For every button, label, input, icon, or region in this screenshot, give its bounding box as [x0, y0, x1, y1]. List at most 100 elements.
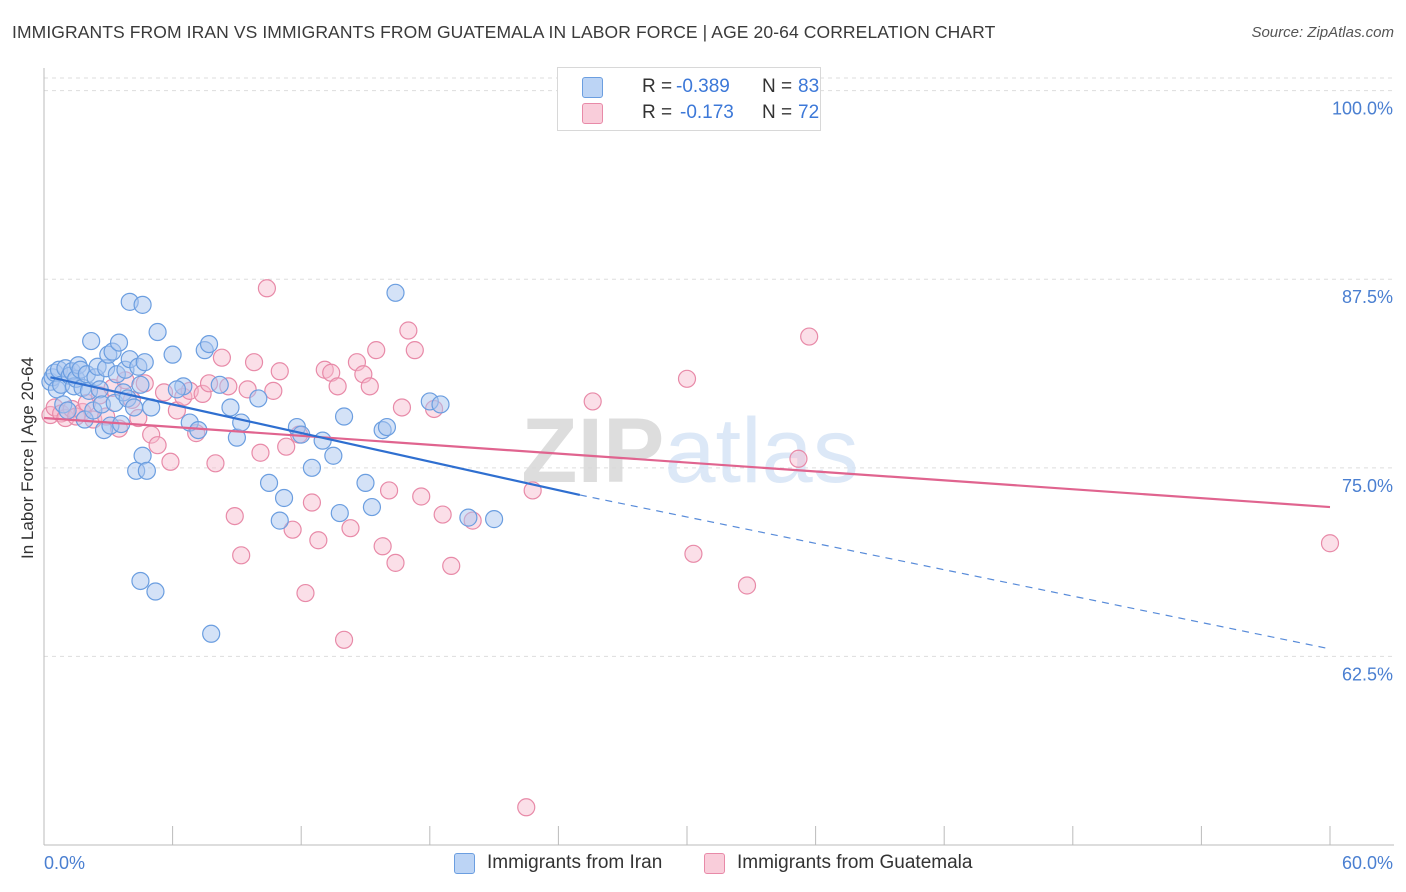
chart-title: IMMIGRANTS FROM IRAN VS IMMIGRANTS FROM … — [12, 22, 996, 42]
legend-n-value: 72 — [798, 102, 820, 123]
iran-point — [163, 345, 182, 364]
guatemala-point — [412, 487, 431, 506]
guatemala-point — [737, 576, 757, 595]
guatemala-point — [379, 481, 399, 500]
guatemala-point — [302, 493, 322, 512]
iran-point — [356, 473, 375, 493]
guatemala-point — [277, 437, 296, 456]
axes — [43, 68, 1394, 846]
iran-point — [199, 334, 219, 354]
legend-r-label: R = — [642, 76, 673, 97]
iran-point — [362, 497, 382, 517]
legend-label: Immigrants from Guatemala — [737, 852, 973, 873]
legend-r-value: -0.173 — [680, 102, 734, 123]
iran-point — [274, 488, 294, 508]
iran-point — [377, 417, 397, 437]
iran-point — [131, 571, 150, 591]
iran-point — [109, 333, 129, 352]
guatemala-point — [232, 546, 251, 565]
iran-point — [58, 401, 77, 420]
legend-item-guatemala[interactable]: Immigrants from Guatemala — [704, 852, 972, 874]
guatemala-point — [334, 630, 354, 649]
x-tick-labels: 0.0% 60.0% — [44, 853, 1393, 873]
guatemala-point — [800, 327, 819, 346]
iran-point — [431, 395, 450, 414]
legend-n-label: N = — [762, 76, 793, 97]
y-tick-label: 100.0% — [1332, 99, 1393, 119]
iran-point — [330, 503, 349, 523]
iran-point — [133, 446, 152, 465]
guatemala-point — [296, 583, 315, 603]
x-tick-label: 0.0% — [44, 853, 85, 873]
correlation-legend: R = -0.389 N = 83 R = -0.173 N = 72 — [557, 67, 821, 131]
trend-lines — [43, 376, 1331, 650]
guatemala-swatch — [704, 852, 725, 874]
guatemala-point — [386, 553, 405, 572]
guatemala-point — [251, 443, 270, 462]
y-tick-label: 62.5% — [1342, 664, 1393, 684]
iran-point — [210, 375, 229, 394]
iran-trend-line — [50, 376, 581, 497]
guatemala-point — [677, 369, 697, 388]
iran-point — [82, 331, 101, 351]
guatemala-point — [789, 449, 808, 468]
guatemala-point — [583, 392, 602, 411]
guatemala-point — [212, 348, 231, 367]
iran-swatch — [582, 76, 603, 98]
guatemala-point — [367, 341, 386, 360]
guatemala-point — [1320, 534, 1340, 553]
x-tick-label: 60.0% — [1342, 853, 1393, 873]
series-legend: Immigrants from Iran Immigrants from Gua… — [0, 852, 1406, 878]
iran-point — [302, 458, 322, 477]
guatemala-point — [373, 537, 392, 556]
guatemala-point — [257, 279, 277, 298]
iran-points — [41, 283, 504, 643]
guatemala-point — [517, 798, 536, 817]
guatemala-point — [433, 505, 452, 524]
y-tick-label: 75.0% — [1342, 476, 1393, 496]
iran-point — [148, 322, 167, 342]
legend-r-label: R = — [642, 102, 673, 123]
iran-point — [232, 413, 251, 432]
iran-point — [324, 446, 343, 465]
guatemala-point — [161, 452, 180, 471]
iran-point — [249, 389, 268, 408]
guatemala-point — [270, 362, 289, 381]
legend-n-value: 83 — [798, 76, 820, 97]
iran-point — [270, 511, 289, 530]
y-axis-label: In Labor Force | Age 20-64 — [18, 357, 37, 559]
iran-point — [167, 380, 186, 399]
iran-point — [459, 508, 478, 527]
guatemala-point — [244, 353, 264, 372]
iran-point — [146, 582, 165, 601]
iran-point — [334, 407, 354, 426]
legend-n-label: N = — [762, 102, 793, 123]
y-tick-label: 87.5% — [1342, 287, 1393, 307]
watermark: ZIPatlas — [521, 400, 858, 502]
y-tick-labels: 62.5% 75.0% 87.5% 100.0% — [1332, 99, 1393, 685]
guatemala-swatch — [582, 102, 603, 124]
iran-point — [221, 398, 240, 417]
guatemala-point — [193, 384, 212, 403]
iran-trend-extension — [579, 494, 1331, 650]
iran-point — [485, 510, 504, 529]
legend-label: Immigrants from Iran — [487, 852, 663, 873]
guatemala-trend-line — [43, 416, 1331, 509]
iran-point — [137, 461, 156, 480]
iran-swatch — [454, 852, 475, 874]
iran-point — [133, 295, 152, 314]
guatemala-point — [405, 341, 424, 360]
legend-item-iran[interactable]: Immigrants from Iran — [454, 852, 662, 874]
iran-point — [131, 375, 150, 394]
iran-point — [135, 353, 154, 372]
guatemala-point — [392, 398, 412, 417]
guatemala-point — [283, 520, 302, 539]
guatemala-point — [399, 321, 418, 340]
guatemala-point — [264, 381, 283, 400]
source-label: Source: ZipAtlas.com — [1251, 24, 1394, 41]
guatemala-point — [442, 556, 461, 575]
guatemala-point — [360, 377, 379, 396]
guatemala-point — [148, 436, 167, 455]
iran-point — [386, 283, 405, 302]
